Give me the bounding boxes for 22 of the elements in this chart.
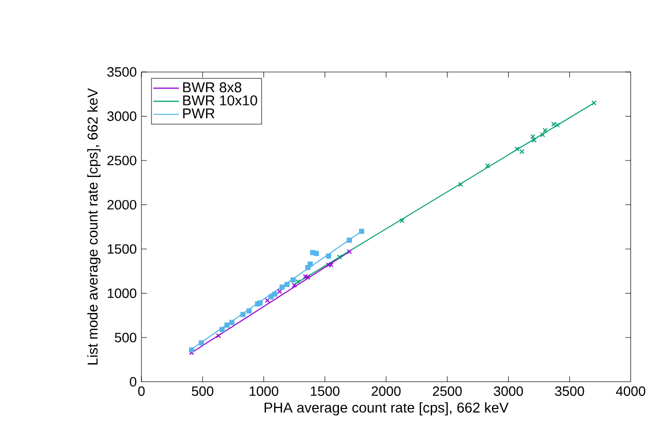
x-tick-label: 2000: [372, 386, 401, 396]
y-tick-label: 500: [114, 332, 136, 342]
y-tick-label: 1500: [108, 244, 136, 254]
x-tick-label: 3000: [494, 386, 523, 396]
y-tick-label: 3500: [107, 67, 136, 77]
y-tick-label: 1000: [108, 288, 136, 298]
x-tick-label: 3500: [555, 386, 584, 396]
legend-label: BWR 8x8: [183, 82, 242, 92]
x-tick-label: 4000: [616, 386, 646, 396]
y-tick-label: 0: [130, 376, 136, 387]
x-axis-title: PHA average count rate [cps], 662 keV: [264, 402, 509, 416]
legend-label: PWR: [183, 108, 214, 118]
x-tick-label: 1000: [250, 386, 278, 396]
x-tick-label: 500: [192, 386, 214, 396]
x-tick-label: 1500: [310, 386, 340, 396]
y-axis-title: List mode average count rate [cps], 662 keV: [87, 88, 100, 364]
legend-label: BWR 10x10: [183, 95, 258, 106]
y-tick-label: 2500: [107, 156, 136, 166]
x-tick-label: 0: [138, 386, 145, 396]
y-tick-label: 3000: [107, 111, 136, 121]
x-tick-label: 2500: [432, 386, 462, 396]
y-tick-label: 2000: [107, 200, 136, 210]
